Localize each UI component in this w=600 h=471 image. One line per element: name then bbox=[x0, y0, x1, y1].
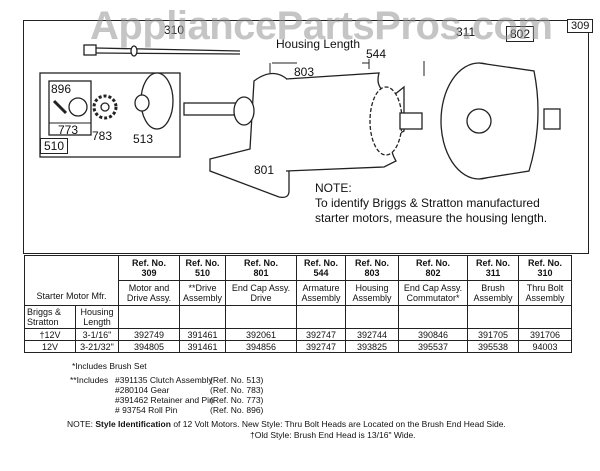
watermark: AppliancePartsPros.com bbox=[90, 4, 553, 48]
ref-header: Ref. No. 311 bbox=[467, 255, 519, 281]
ref-header: Ref. No. 802 bbox=[398, 255, 468, 281]
footnote-drive-ref: (Ref. No. 513) bbox=[210, 375, 264, 385]
callout-309: 309 bbox=[567, 19, 594, 33]
cell: 394805 bbox=[118, 340, 180, 353]
col-desc: Housing Assembly bbox=[345, 280, 399, 306]
col-desc: Motor and Drive Assy. bbox=[118, 280, 180, 306]
callout-803: 803 bbox=[294, 65, 315, 79]
callout-802: 802 bbox=[506, 26, 535, 42]
style-note-line2: †Old Style: Brush End Head is 13/16" Wid… bbox=[250, 430, 416, 440]
cell: 391461 bbox=[179, 340, 226, 353]
starter-motor-drawing bbox=[39, 44, 561, 199]
mfr-header: Starter Motor Mfr. bbox=[24, 255, 119, 306]
col-desc: Armature Assembly bbox=[296, 280, 346, 306]
cell: 394856 bbox=[225, 340, 297, 353]
callout-801: 801 bbox=[254, 163, 275, 177]
exploded-parts-diagram: 310 311 802 309 896 773 510 783 513 803 … bbox=[23, 19, 594, 254]
style-note: NOTE: Style Identification of 12 Volt Mo… bbox=[67, 419, 506, 429]
ref-header: Ref. No. 544 bbox=[296, 255, 346, 281]
footnote-drive-part: # 93754 Roll Pin bbox=[115, 405, 178, 415]
parts-table: Starter Motor Mfr. Ref. No. 309 Ref. No. 5… bbox=[24, 255, 572, 353]
cell: 94003 bbox=[518, 340, 572, 353]
callout-311: 311 bbox=[456, 25, 476, 39]
footnote-drive-ref: (Ref. No. 773) bbox=[210, 395, 264, 405]
cell: 391706 bbox=[518, 328, 572, 341]
ref-header: Ref. No. 801 bbox=[225, 255, 297, 281]
col-desc: End Cap Assy. Commutator* bbox=[398, 280, 468, 306]
note-title: NOTE: bbox=[315, 181, 352, 195]
table-row: †12V 3-1/16" 392749 391461 392061 392747… bbox=[24, 328, 572, 341]
ref-header: Ref. No. 803 bbox=[345, 255, 399, 281]
footnote-drive-part: #391135 Clutch Assembly bbox=[115, 375, 213, 385]
table-row: 12V 3-21/32" 394805 391461 394856 392747… bbox=[24, 340, 572, 353]
col-desc: **Drive Assembly bbox=[179, 280, 226, 306]
cell: 391461 bbox=[179, 328, 226, 341]
cell: 3-21/32" bbox=[75, 340, 119, 353]
cell: †12V bbox=[24, 328, 76, 341]
cell: 393825 bbox=[345, 340, 399, 353]
cell: 391705 bbox=[467, 328, 519, 341]
cell: 392744 bbox=[345, 328, 399, 341]
cell: 390846 bbox=[398, 328, 468, 341]
callout-510: 510 bbox=[40, 138, 69, 154]
cell: 392747 bbox=[296, 340, 346, 353]
cell: 3-1/16" bbox=[75, 328, 119, 341]
sub-header-length: Housing Length bbox=[75, 305, 119, 329]
note-line: starter motors, measure the housing leng… bbox=[315, 211, 548, 225]
thru-bolt-drawing bbox=[83, 44, 241, 57]
footnote-drive-prefix: **Includes bbox=[70, 375, 109, 385]
note-line: To identify Briggs & Stratton manufactur… bbox=[315, 196, 540, 210]
footnote-brush: *Includes Brush Set bbox=[72, 361, 147, 371]
ref-header: Ref. No. 310 bbox=[518, 255, 572, 281]
cell: 392749 bbox=[118, 328, 180, 341]
cell: 12V bbox=[24, 340, 76, 353]
ref-header: Ref. No. 309 bbox=[118, 255, 180, 281]
housing-note: NOTE: To identify Briggs & Stratton manu… bbox=[315, 181, 547, 226]
col-desc: Brush Assembly bbox=[467, 280, 519, 306]
housing-length-label: Housing Length bbox=[274, 37, 363, 51]
cell: 392061 bbox=[225, 328, 297, 341]
callout-544: 544 bbox=[366, 47, 387, 61]
callout-783: 783 bbox=[92, 129, 113, 143]
cell: 395537 bbox=[398, 340, 468, 353]
callout-513: 513 bbox=[133, 132, 154, 146]
callout-310: 310 bbox=[164, 23, 185, 37]
cell: 392747 bbox=[296, 328, 346, 341]
footnote-drive-part: #280104 Gear bbox=[115, 385, 170, 395]
ref-header: Ref. No. 510 bbox=[179, 255, 226, 281]
callout-896: 896 bbox=[51, 82, 72, 96]
footnote-drive-part: #391462 Retainer and Pin bbox=[115, 395, 214, 405]
footnote-drive-ref: (Ref. No. 783) bbox=[210, 385, 264, 395]
footnote-drive-ref: (Ref. No. 896) bbox=[210, 405, 264, 415]
col-desc: End Cap Assy. Drive bbox=[225, 280, 297, 306]
callout-773: 773 bbox=[58, 123, 79, 137]
sub-header-mfr: Briggs & Stratton bbox=[24, 305, 76, 329]
cell: 395538 bbox=[467, 340, 519, 353]
col-desc: Thru Bolt Assembly bbox=[518, 280, 572, 306]
